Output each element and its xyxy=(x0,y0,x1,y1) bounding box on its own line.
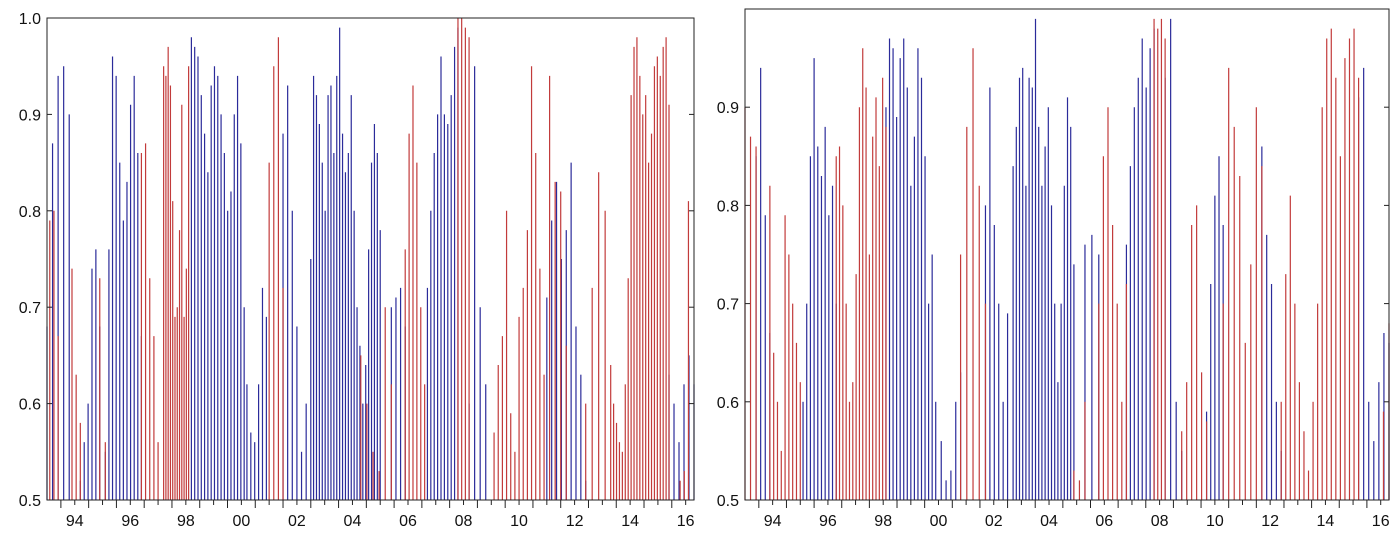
x-tick-label: 02 xyxy=(288,513,306,530)
x-tick-label: 00 xyxy=(232,513,250,530)
x-tick-label: 04 xyxy=(344,513,362,530)
y-tick-label: 0.6 xyxy=(717,395,739,412)
series-regime-2 xyxy=(744,18,1390,500)
x-tick-label: 08 xyxy=(455,513,473,530)
y-tick-label: 0.8 xyxy=(19,204,41,221)
x-tick-label: 98 xyxy=(874,513,892,530)
x-tick-label: 98 xyxy=(177,513,195,530)
x-tick-label: 94 xyxy=(66,513,84,530)
y-tick-label: 0.8 xyxy=(717,198,739,215)
x-tick-label: 12 xyxy=(1261,513,1279,530)
series-regime-1 xyxy=(46,27,695,500)
y-tick-label: 1.0 xyxy=(19,11,41,28)
x-tick-label: 12 xyxy=(566,513,584,530)
y-tick-label: 0.5 xyxy=(19,493,41,510)
y-tick-label: 0.5 xyxy=(717,493,739,510)
y-tick-label: 0.7 xyxy=(717,297,739,314)
y-tick-label: 0.7 xyxy=(19,300,41,317)
y-tick-label: 0.9 xyxy=(19,107,41,124)
x-tick-label: 06 xyxy=(399,513,417,530)
x-tick-label: 08 xyxy=(1151,513,1169,530)
x-tick-label: 96 xyxy=(121,513,139,530)
x-tick-label: 94 xyxy=(764,513,782,530)
x-tick-label: 14 xyxy=(621,513,639,530)
x-tick-label: 16 xyxy=(1372,513,1390,530)
y-tick-label: 0.9 xyxy=(717,100,739,117)
x-tick-label: 06 xyxy=(1095,513,1113,530)
series-regime-2 xyxy=(49,18,690,500)
y-tick-label: 0.6 xyxy=(19,397,41,414)
plot-frame xyxy=(744,8,1390,501)
left-chart-panel: 0.5 0.6 0.7 0.8 0.9 1.0 94 96 98 00 02 04 06 08 10 12 14… xyxy=(19,11,695,530)
x-tick-label: 14 xyxy=(1317,513,1335,530)
plot-frame xyxy=(46,17,695,501)
x-tick-label: 10 xyxy=(1206,513,1224,530)
x-tick-label: 96 xyxy=(819,513,837,530)
right-chart-panel: 0.5 0.6 0.7 0.8 0.9 94 96 98 00 02 04 06 08 10 12 14 16 xyxy=(717,8,1390,530)
x-tick-label: 04 xyxy=(1040,513,1058,530)
x-tick-label: 00 xyxy=(930,513,948,530)
x-tick-label: 02 xyxy=(985,513,1003,530)
series-regime-1 xyxy=(755,18,1390,500)
x-tick-label: 10 xyxy=(510,513,528,530)
x-tick-label: 16 xyxy=(677,513,695,530)
